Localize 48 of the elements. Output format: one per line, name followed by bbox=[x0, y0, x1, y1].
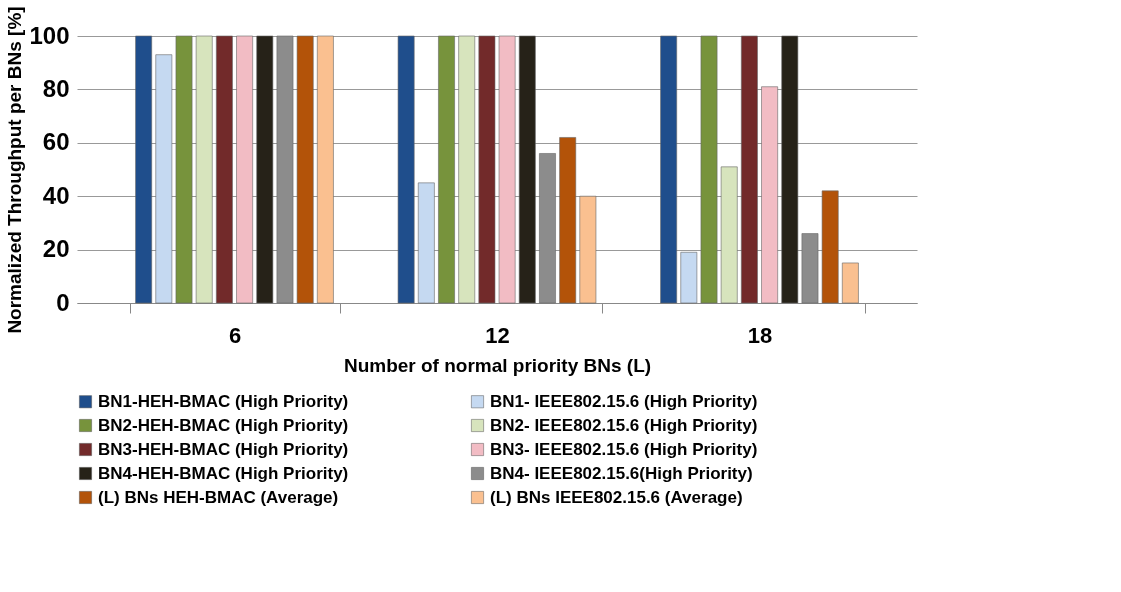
legend-label: BN1-HEH-BMAC (High Priority) bbox=[98, 391, 349, 411]
bar bbox=[236, 35, 253, 304]
bar bbox=[397, 35, 415, 304]
legend-label: BN3- IEEE802.15.6 (High Priority) bbox=[490, 439, 758, 459]
bar bbox=[660, 35, 678, 304]
bar bbox=[700, 35, 718, 304]
y-tick-label: 60 bbox=[42, 128, 70, 156]
legend-label: BN1- IEEE802.15.6 (High Priority) bbox=[490, 391, 758, 411]
bar bbox=[498, 35, 516, 304]
bar bbox=[216, 35, 233, 304]
legend-label: BN2-HEH-BMAC (High Priority) bbox=[98, 415, 349, 435]
legend-label: (L) BNs HEH-BMAC (Average) bbox=[98, 487, 339, 507]
legend-label: BN4- IEEE802.15.6(High Priority) bbox=[490, 463, 753, 483]
bar bbox=[761, 86, 778, 304]
legend-label: (L) BNs IEEE802.15.6 (Average) bbox=[490, 487, 743, 507]
bar bbox=[296, 35, 314, 304]
x-tick-label: 12 bbox=[485, 322, 510, 348]
bar bbox=[135, 35, 153, 304]
bar bbox=[458, 35, 476, 304]
bar bbox=[256, 35, 274, 304]
bar bbox=[741, 35, 758, 304]
bar bbox=[316, 35, 334, 304]
bar bbox=[195, 35, 213, 304]
x-tick-label: 6 bbox=[228, 322, 242, 348]
bar bbox=[175, 35, 193, 304]
bar bbox=[478, 35, 496, 304]
y-tick-label: 80 bbox=[42, 74, 70, 102]
y-tick-label: 40 bbox=[42, 181, 70, 209]
y-tick-label: 100 bbox=[29, 21, 70, 49]
bar bbox=[821, 190, 839, 304]
x-axis-title: Number of normal priority BNs (L) bbox=[343, 354, 652, 376]
legend-label: BN2- IEEE802.15.6 (High Priority) bbox=[490, 415, 758, 435]
bar bbox=[559, 137, 577, 304]
bar bbox=[579, 195, 597, 304]
legend-label: BN4-HEH-BMAC (High Priority) bbox=[98, 463, 349, 483]
legend-label: BN3-HEH-BMAC (High Priority) bbox=[98, 439, 349, 459]
y-tick-label: 0 bbox=[56, 288, 70, 316]
y-tick-label: 20 bbox=[42, 235, 70, 263]
bar bbox=[417, 182, 435, 304]
bar bbox=[518, 35, 536, 304]
y-axis-title: Normalized Throughput per BNs [%] bbox=[4, 6, 26, 334]
bar bbox=[155, 54, 173, 304]
x-tick-label: 18 bbox=[747, 322, 773, 348]
bar bbox=[720, 166, 738, 304]
bar bbox=[438, 35, 455, 304]
bar bbox=[680, 251, 698, 304]
bar bbox=[841, 262, 859, 304]
bar bbox=[781, 35, 799, 304]
